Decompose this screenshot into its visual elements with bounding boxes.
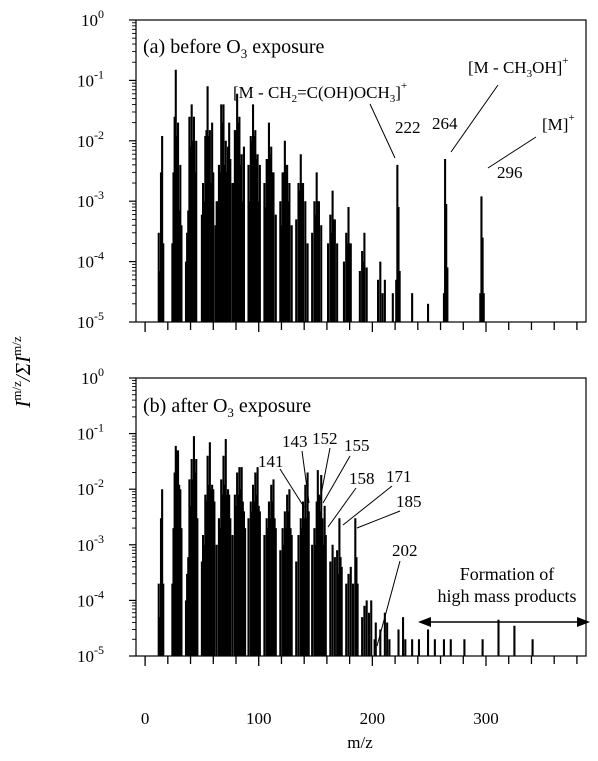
leader-171 (342, 485, 393, 526)
y-title-sup1: m/z (9, 381, 24, 401)
label-152: 152 (312, 429, 338, 448)
x-tick-labels: 0 100 200 300 (141, 709, 499, 728)
x-tick-label: 0 (141, 709, 150, 728)
x-tick-label: 100 (246, 709, 272, 728)
panel-a-ytick-label: 10-1 (77, 67, 104, 90)
panel-b-annotations: 141 143 152 155 158 171 185 202 Formatio… (258, 429, 590, 647)
panel-a-ytick-label: 10-4 (77, 249, 104, 272)
leader-155 (322, 455, 351, 504)
panel-b-y-axis: 100 10-1 10-2 10-3 10-4 10-5 (77, 365, 136, 666)
panel-a-ytick-label: 10-3 (77, 188, 104, 211)
panel-b-x-axis (144, 656, 578, 666)
label-296: 296 (497, 163, 523, 182)
label-high-mass: high mass products (438, 586, 577, 606)
leader-185 (356, 510, 401, 529)
leader-202 (376, 560, 401, 647)
label-202: 202 (392, 541, 418, 560)
leader-264 (450, 84, 499, 153)
panel-a-ytick-label: 100 (81, 7, 104, 30)
label-143: 143 (282, 432, 308, 451)
label-264: 264 (432, 114, 458, 133)
y-axis-title: Im/z/ΣIm/z (9, 336, 35, 409)
label-ion-296: [M]+ (542, 112, 575, 134)
panel-a-y-axis: 100 10-1 10-2 10-3 10-4 10-5 (77, 7, 136, 332)
panel-b-frame (135, 377, 587, 657)
panel-b-title: (b) after O3 exposure (143, 395, 311, 420)
panel-a-frame (135, 19, 587, 323)
panel-a-title: (a) before O3 exposure (143, 36, 325, 61)
leader-141 (279, 468, 305, 508)
panel-b-ytick-label: 10-4 (77, 587, 104, 610)
panel-b-ytick-label: 10-1 (77, 421, 104, 444)
x-tick-label: 200 (360, 709, 386, 728)
y-title-sum: /ΣI (11, 355, 35, 382)
panel-a-peaks (157, 69, 485, 322)
panel-b: 100 10-1 10-2 10-3 10-4 10-5 (b) after O3 exp… (77, 365, 590, 666)
panel-b-ytick-label: 100 (81, 365, 104, 388)
panel-a-ytick-label: 10-2 (77, 128, 104, 151)
leader-296 (487, 136, 537, 169)
label-141: 141 (258, 452, 284, 471)
panel-b-peaks (157, 436, 534, 656)
double-arrow (418, 617, 590, 627)
svg-text:Im/z/ΣIm/z: Im/z/ΣIm/z (9, 336, 35, 409)
label-222: 222 (395, 118, 421, 137)
label-155: 155 (344, 436, 370, 455)
x-tick-label: 300 (473, 709, 499, 728)
label-185: 185 (396, 492, 422, 511)
leader-222 (369, 103, 396, 159)
panel-a-ytick-label: 10-5 (77, 309, 104, 332)
label-ion-264: [M - CH3OH]+ (468, 55, 569, 80)
panel-a-annotations: [M - CH2=C(OH)OCH3]+ [M - CH3OH]+ [M]+ 2… (233, 55, 575, 182)
panel-b-ytick-label: 10-3 (77, 532, 104, 555)
panel-b-ytick-label: 10-2 (77, 476, 104, 499)
panel-a-x-axis (144, 322, 578, 332)
label-ion-222: [M - CH2=C(OH)OCH3]+ (233, 80, 407, 105)
leader-152 (319, 447, 331, 501)
panel-a: 100 10-1 10-2 10-3 10-4 10-5 (a) before O3 ex… (77, 7, 587, 332)
y-title-intensity: I (11, 400, 35, 409)
panel-b-ytick-label: 10-5 (77, 643, 104, 666)
label-158: 158 (349, 469, 375, 488)
label-formation: Formation of (460, 564, 555, 584)
label-171: 171 (386, 467, 412, 486)
x-axis-title: m/z (347, 733, 373, 752)
leader-143 (301, 450, 310, 504)
y-title-sup2: m/z (9, 336, 24, 356)
leader-158 (327, 487, 357, 528)
